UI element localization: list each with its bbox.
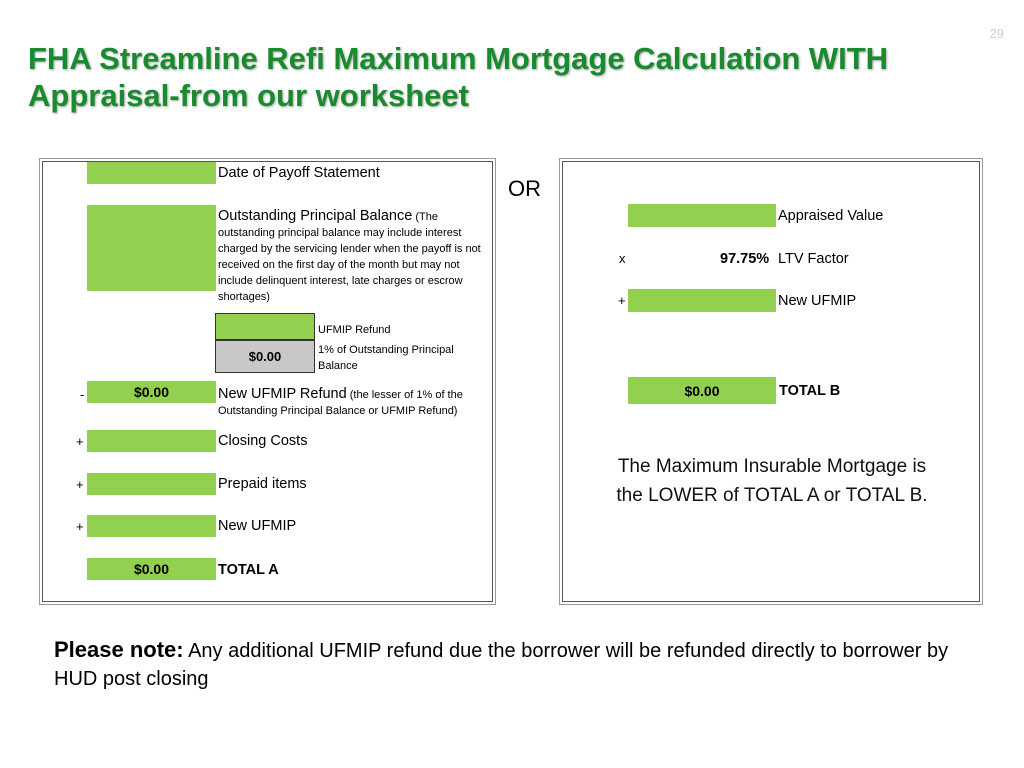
closing-costs-label: Closing Costs [218, 433, 308, 449]
principal-balance-label: Outstanding Principal Balance [218, 208, 413, 224]
closing-costs-cell[interactable] [87, 430, 216, 452]
ltv-label: LTV Factor [778, 251, 849, 267]
total-a-value: $0.00 [87, 558, 216, 580]
new-ufmip-label: New UFMIP [778, 293, 857, 309]
new-ufmip-label: New UFMIP [218, 518, 297, 534]
principal-balance-block: Outstanding Principal Balance (The outst… [218, 208, 490, 305]
plus-operator: + [618, 293, 626, 308]
worksheet-total-a: Date of Payoff Statement Outstanding Pri… [39, 158, 496, 605]
appraised-value-label: Appraised Value [778, 208, 884, 224]
principal-balance-cell[interactable] [87, 205, 216, 291]
prepaid-items-cell[interactable] [87, 473, 216, 495]
payoff-date-label: Date of Payoff Statement [218, 165, 380, 181]
new-ufmip-cell[interactable] [87, 515, 216, 537]
slide-title: FHA Streamline Refi Maximum Mortgage Cal… [28, 41, 889, 113]
prepaid-items-label: Prepaid items [218, 476, 307, 492]
one-percent-value: $0.00 [215, 340, 315, 373]
slide-number: 29 [989, 26, 1004, 41]
ufmip-refund-label: UFMIP Refund [318, 324, 391, 336]
ufmip-refund-cell[interactable] [215, 313, 315, 340]
principal-balance-note: outstanding principal balance may includ… [218, 227, 481, 303]
plus-operator: + [76, 519, 84, 534]
total-b-label: TOTAL B [779, 383, 841, 399]
worksheet-total-b: Appraised Value x 97.75% LTV Factor + Ne… [559, 158, 983, 605]
new-ufmip-refund-block: New UFMIP Refund (the lesser of 1% of th… [218, 386, 490, 419]
maximum-mortgage-rule: The Maximum Insurable Mortgage is the LO… [616, 456, 928, 506]
payoff-date-cell[interactable] [87, 162, 216, 184]
note-text: Any additional UFMIP refund due the borr… [54, 640, 949, 690]
minus-operator: - [80, 387, 85, 402]
note-lead: Please note: [54, 637, 184, 662]
please-note: Please note: Any additional UFMIP refund… [54, 636, 954, 693]
one-percent-label: 1% of Outstanding Principal Balance [318, 344, 454, 372]
multiply-operator: x [619, 251, 626, 266]
appraised-value-cell[interactable] [628, 204, 776, 227]
new-ufmip-refund-note: (the lesser of 1% of the Outstanding Pri… [218, 389, 463, 417]
total-a-label: TOTAL A [218, 562, 279, 578]
plus-operator: + [76, 477, 84, 492]
or-label: OR [508, 176, 541, 201]
new-ufmip-refund-label: New UFMIP Refund [218, 386, 347, 402]
plus-operator: + [76, 434, 84, 449]
ltv-value: 97.75% [720, 251, 770, 267]
new-ufmip-cell[interactable] [628, 289, 776, 312]
new-ufmip-refund-value: $0.00 [87, 381, 216, 403]
total-b-value: $0.00 [628, 377, 776, 404]
principal-balance-note-open: (The [412, 211, 438, 223]
